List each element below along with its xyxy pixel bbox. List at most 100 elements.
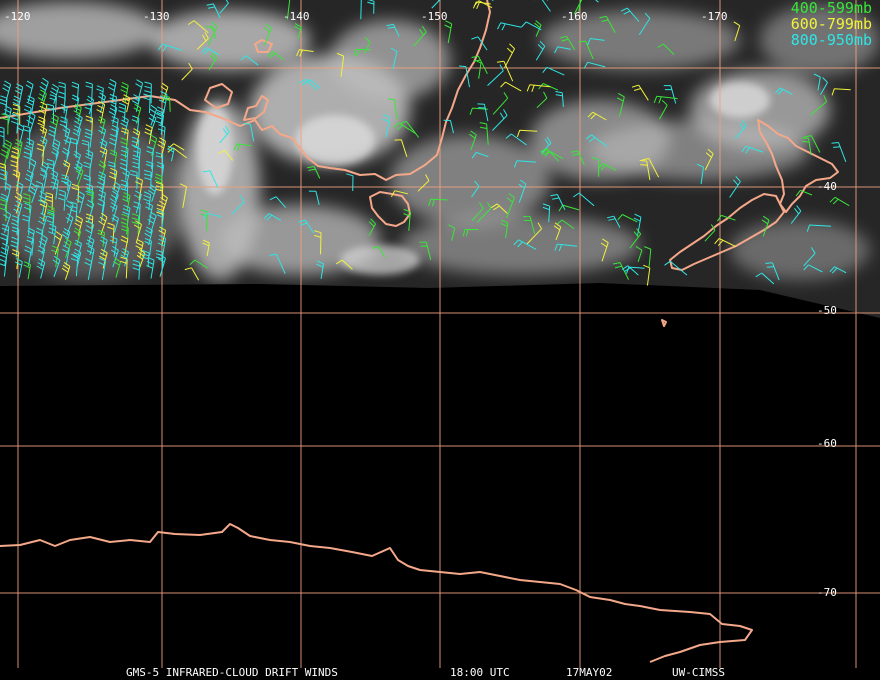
wind-barb xyxy=(12,104,21,125)
image-date: 17MAY02 xyxy=(566,666,613,679)
wind-barb xyxy=(99,138,108,158)
wind-barb xyxy=(500,219,509,239)
wind-barb xyxy=(296,49,314,57)
wind-barb xyxy=(23,261,31,280)
wind-barb xyxy=(39,77,49,101)
wind-barb xyxy=(658,99,668,120)
wind-barb xyxy=(22,214,30,236)
wind-barb xyxy=(513,239,537,250)
wind-barb xyxy=(26,111,36,135)
wind-barb xyxy=(804,135,821,153)
wind-barb xyxy=(716,214,736,222)
wind-barb xyxy=(616,92,625,117)
wind-barb xyxy=(790,205,802,224)
wind-barb xyxy=(202,239,210,256)
wind-barb xyxy=(600,238,609,262)
wind-barb xyxy=(14,83,24,103)
new-zealand-north-island xyxy=(757,119,839,213)
wind-barb xyxy=(643,264,651,286)
wind-barb xyxy=(471,151,489,159)
new-zealand-south-island xyxy=(669,193,785,271)
wind-barb xyxy=(135,79,144,102)
wind-barb xyxy=(45,192,53,211)
wind-barb xyxy=(50,83,59,104)
wind-barb xyxy=(657,43,675,56)
wind-barb xyxy=(145,202,153,225)
wind-barb xyxy=(479,122,489,145)
wind-barb xyxy=(84,103,92,124)
wind-barb xyxy=(98,92,106,113)
wind-barb xyxy=(390,190,408,198)
wind-barb xyxy=(635,245,643,262)
wind-barb xyxy=(633,213,642,236)
wind-barb xyxy=(38,234,48,255)
wind-barb xyxy=(61,174,69,191)
wind-barb xyxy=(39,169,48,192)
valid-time: 18:00 UTC xyxy=(450,666,510,679)
wind-barb xyxy=(136,248,146,268)
wind-barb xyxy=(107,222,115,244)
wind-barb xyxy=(298,78,318,91)
wind-barb xyxy=(219,0,229,14)
wind-barb xyxy=(386,23,400,37)
wind-barb xyxy=(492,92,509,115)
wind-barb xyxy=(631,84,649,101)
wind-barb xyxy=(263,23,272,46)
wind-barb xyxy=(831,88,851,96)
wind-barb xyxy=(458,65,470,88)
wind-barb xyxy=(765,262,780,281)
wind-barb xyxy=(13,200,23,224)
wind-barb xyxy=(99,236,108,256)
wind-barb xyxy=(135,176,143,200)
lon-label: -160 xyxy=(561,10,588,23)
wind-barb xyxy=(490,203,508,214)
wind-barb xyxy=(714,238,737,248)
wind-barb xyxy=(72,248,82,268)
wind-barb xyxy=(263,213,282,222)
wind-barb xyxy=(471,180,480,198)
product-title: GMS-5 INFRARED-CLOUD DRIFT WINDS xyxy=(126,666,338,679)
wind-barb xyxy=(231,195,245,215)
wind-barb xyxy=(506,193,515,219)
legend-entry-800-950: 800-950mb xyxy=(790,31,872,49)
wind-barb xyxy=(444,20,453,44)
wind-barb xyxy=(382,113,391,138)
wind-barb xyxy=(477,103,489,122)
wind-barb xyxy=(4,139,12,159)
wind-barb xyxy=(74,215,83,236)
wind-barb xyxy=(22,125,31,146)
wind-barb xyxy=(158,226,167,247)
wind-barb xyxy=(118,102,127,123)
wind-barb xyxy=(144,169,152,190)
wind-barb xyxy=(23,147,32,170)
wind-barb xyxy=(469,130,477,150)
wind-barb xyxy=(595,0,599,3)
wind-barb xyxy=(364,36,371,54)
wind-barb xyxy=(428,198,448,207)
wind-barb xyxy=(63,178,72,200)
image-caption: GMS-5 INFRARED-CLOUD DRIFT WINDS 18:00 U… xyxy=(0,664,880,680)
wind-barb xyxy=(0,162,6,180)
wind-barb xyxy=(37,245,46,267)
wind-barb xyxy=(626,266,645,274)
wind-barb xyxy=(120,256,128,279)
pressure-legend: 400-599mb 600-799mb 800-950mb xyxy=(791,0,872,48)
wind-barb xyxy=(644,246,652,268)
wind-barb xyxy=(96,85,104,104)
wind-barb xyxy=(143,191,152,211)
wind-barb xyxy=(294,23,302,40)
wind-barb xyxy=(85,220,95,244)
wind-barb xyxy=(599,15,616,33)
wind-barb xyxy=(144,226,153,246)
wind-barb xyxy=(393,122,416,135)
wind-barb xyxy=(37,116,46,135)
wind-barb xyxy=(505,133,527,146)
wind-barb xyxy=(85,236,95,256)
wind-barb xyxy=(155,106,165,125)
wind-barb xyxy=(107,78,117,101)
wind-barb xyxy=(639,159,651,180)
wind-barb xyxy=(307,166,321,179)
wind-barb xyxy=(497,22,522,31)
wind-barb xyxy=(38,191,47,215)
wind-barb xyxy=(523,216,536,235)
